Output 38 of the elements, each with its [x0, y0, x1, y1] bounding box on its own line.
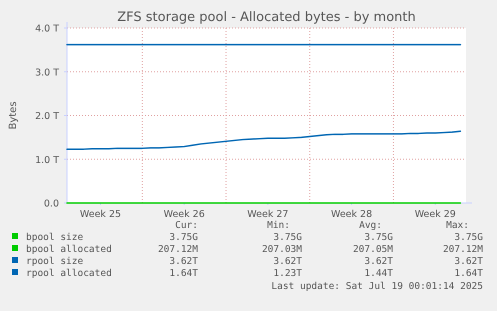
- chart-title: ZFS storage pool - Allocated bytes - by month: [117, 10, 416, 25]
- text: 1.64T: [169, 268, 198, 279]
- legend-label: rpool allocated: [26, 268, 112, 279]
- y-tick-label: 1.0 T: [35, 154, 60, 166]
- text: 1.64T: [454, 268, 484, 279]
- x-tick-label: Week 28: [331, 209, 372, 220]
- line-series: [66, 130, 462, 150]
- text: 1.23T: [273, 268, 302, 279]
- text: 207.03M: [262, 244, 302, 255]
- x-tick-label: Week 26: [164, 209, 205, 220]
- text: 207.05M: [352, 244, 394, 255]
- legend-label: rpool size: [26, 256, 84, 267]
- text: Avg:: [359, 220, 382, 231]
- x-tick-label: Week 25: [80, 209, 122, 220]
- text: 1.44T: [364, 268, 394, 279]
- text: Cur:: [175, 220, 198, 231]
- legend-label: bpool size: [26, 232, 84, 243]
- text: Max:: [446, 220, 469, 231]
- text: Last update: Sat Jul 19 00:01:14 2025: [271, 281, 483, 292]
- text: 3.62T: [273, 256, 302, 267]
- y-axis-title: Bytes: [8, 101, 19, 130]
- y-tick-label: 4.0 T: [35, 24, 60, 34]
- text: 207.12M: [158, 244, 198, 255]
- text: 3.62T: [454, 256, 484, 267]
- text: 3.75G: [169, 232, 198, 243]
- text: 3.75G: [273, 232, 302, 243]
- x-tick-label: Week 29: [414, 209, 456, 220]
- y-tick-label: 3.0 T: [35, 67, 60, 78]
- legend-label: bpool allocated: [26, 244, 112, 255]
- y-tick-label: 2.0 T: [35, 111, 60, 122]
- y-tick-label: 0.0: [44, 198, 59, 210]
- text: Min:: [267, 220, 290, 231]
- x-tick-label: Week 27: [247, 209, 288, 220]
- text: 207.12M: [442, 244, 484, 255]
- text: 3.75G: [454, 232, 484, 243]
- text: 3.75G: [364, 232, 394, 243]
- text: 3.62T: [364, 256, 394, 267]
- text: 3.62T: [169, 256, 198, 267]
